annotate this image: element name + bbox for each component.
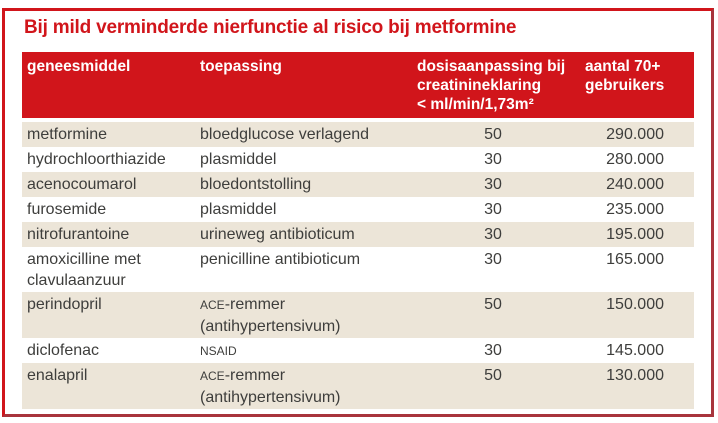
cell-dosisaanpassing: 30 (484, 151, 502, 168)
toepassing-text: penicilline antibioticum (200, 251, 361, 268)
table-body: metformine bloedglucose verlagend 50 290… (22, 122, 694, 409)
cell-toepassing: ACE-remmer (antihypertensivum) (200, 365, 417, 408)
toepassing-text: bloedontstolling (200, 176, 312, 193)
cell-geneesmiddel: perindopril (27, 296, 102, 313)
cell-toepassing: ACE-remmer (antihypertensivum) (200, 294, 417, 337)
cell-aantal: 195.000 (606, 226, 664, 243)
toepassing-text: -remmer (antihypertensivum) (200, 296, 341, 335)
cell-toepassing: penicilline antibioticum (200, 249, 417, 291)
toepassing-text: plasmiddel (200, 151, 277, 168)
table-row: nitrofurantoine urineweg antibioticum 30… (22, 222, 694, 247)
cell-dosisaanpassing: 30 (484, 176, 502, 193)
cell-geneesmiddel: metformine (27, 126, 108, 143)
header-line: creatinineklaring (417, 77, 542, 94)
cell-aantal: 240.000 (606, 176, 664, 193)
table-row: perindopril ACE-remmer (antihypertensivu… (22, 292, 694, 338)
cell-toepassing: bloedglucose verlagend (200, 124, 417, 146)
cell-geneesmiddel: furosemide (27, 201, 107, 218)
toepassing-text: urineweg antibioticum (200, 226, 355, 243)
cell-aantal: 145.000 (606, 342, 664, 359)
cell-dosisaanpassing: 30 (484, 251, 502, 268)
cell-toepassing: urineweg antibioticum (200, 224, 417, 246)
cell-aantal: 130.000 (606, 367, 664, 384)
cell-dosisaanpassing: 50 (484, 367, 502, 384)
infographic-frame: Bij mild verminderde nierfunctie al risi… (2, 8, 714, 417)
header-dosisaanpassing: dosisaanpassing bij creatinineklaring < … (417, 57, 585, 118)
cell-aantal: 290.000 (606, 126, 664, 143)
header-geneesmiddel: geneesmiddel (22, 57, 200, 118)
cell-geneesmiddel: acenocoumarol (27, 176, 137, 193)
cell-geneesmiddel: hydrochloorthiazide (27, 151, 166, 168)
cell-dosisaanpassing: 30 (484, 342, 502, 359)
toepassing-smallcaps: ACE (200, 298, 225, 312)
cell-dosisaanpassing: 50 (484, 296, 502, 313)
cell-toepassing: bloedontstolling (200, 174, 417, 196)
cell-geneesmiddel: diclofenac (27, 342, 100, 359)
cell-geneesmiddel: enalapril (27, 367, 88, 384)
table-row: enalapril ACE-remmer (antihypertensivum)… (22, 363, 694, 409)
table-row: hydrochloorthiazide plasmiddel 30 280.00… (22, 147, 694, 172)
toepassing-smallcaps: NSAID (200, 344, 237, 358)
cell-aantal: 280.000 (606, 151, 664, 168)
table-header-row: geneesmiddel toepassing dosisaanpassing … (22, 52, 694, 118)
cell-dosisaanpassing: 30 (484, 226, 502, 243)
cell-dosisaanpassing: 50 (484, 126, 502, 143)
table-row: acenocoumarol bloedontstolling 30 240.00… (22, 172, 694, 197)
header-aantal-gebruikers: aantal 70+ gebruikers (585, 57, 694, 118)
page-title: Bij mild verminderde nierfunctie al risi… (24, 17, 517, 38)
cell-aantal: 235.000 (606, 201, 664, 218)
cell-dosisaanpassing: 30 (484, 201, 502, 218)
cell-toepassing: plasmiddel (200, 199, 417, 221)
toepassing-smallcaps: ACE (200, 369, 225, 383)
table-row: diclofenac NSAID 30 145.000 (22, 338, 694, 363)
cell-aantal: 165.000 (606, 251, 664, 268)
cell-toepassing: NSAID (200, 340, 417, 362)
medication-table: geneesmiddel toepassing dosisaanpassing … (22, 52, 694, 409)
header-line: aantal 70+ (585, 58, 661, 75)
cell-geneesmiddel: nitrofurantoine (27, 226, 130, 243)
table-row: metformine bloedglucose verlagend 50 290… (22, 122, 694, 147)
cell-toepassing: plasmiddel (200, 149, 417, 171)
header-toepassing: toepassing (200, 57, 417, 118)
cell-geneesmiddel: amoxicilline met clavulaanzuur (27, 251, 141, 289)
header-line: geneesmiddel (27, 58, 131, 75)
toepassing-text: -remmer (antihypertensivum) (200, 367, 341, 406)
table-row: furosemide plasmiddel 30 235.000 (22, 197, 694, 222)
header-line: < ml/min/1,73m² (417, 96, 534, 113)
header-line: gebruikers (585, 77, 665, 94)
cell-aantal: 150.000 (606, 296, 664, 313)
toepassing-text: plasmiddel (200, 201, 277, 218)
table-row: amoxicilline met clavulaanzuur penicilli… (22, 247, 694, 292)
header-line: toepassing (200, 58, 282, 75)
toepassing-text: bloedglucose verlagend (200, 126, 370, 143)
header-line: dosisaanpassing bij (417, 58, 566, 75)
